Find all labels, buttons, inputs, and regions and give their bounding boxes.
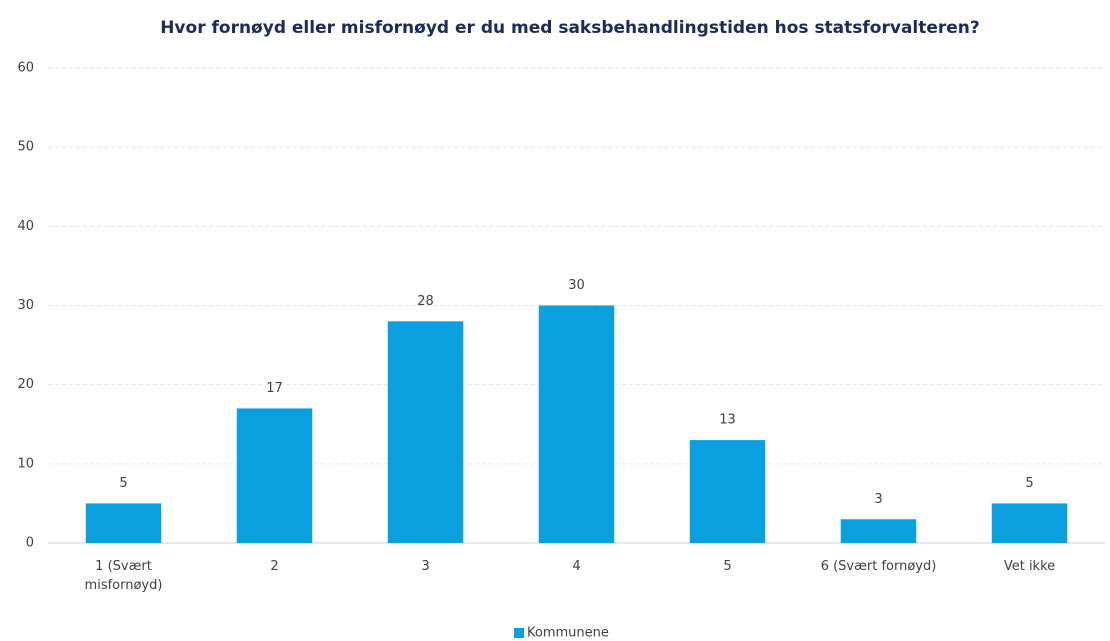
y-tick-label: 20 [17, 377, 34, 392]
bar [236, 408, 313, 543]
data-label: 5 [119, 476, 127, 491]
data-label: 28 [417, 294, 434, 309]
data-label: 5 [1025, 476, 1033, 491]
data-label: 3 [874, 492, 882, 507]
bar [85, 503, 162, 543]
y-tick-label: 10 [17, 456, 34, 471]
bar [991, 503, 1068, 543]
x-tick-label: 1 (Svært misfornøyd) [84, 559, 163, 593]
x-tick-label: 3 [421, 559, 430, 574]
legend-label: Kommunene [527, 626, 609, 641]
bar [538, 305, 615, 543]
x-tick-label: 4 [572, 559, 581, 574]
x-tick-label: 5 [723, 559, 732, 574]
y-tick-label: 0 [26, 536, 34, 551]
data-label: 30 [568, 278, 585, 293]
bar [387, 321, 464, 543]
bar [840, 519, 917, 543]
chart-title: Hvor fornøyd eller misfornøyd er du med … [160, 18, 980, 38]
data-label: 17 [266, 381, 283, 396]
y-tick-label: 30 [17, 298, 34, 313]
y-tick-label: 50 [17, 140, 34, 155]
x-tick-label: Vet ikke [1003, 559, 1056, 574]
data-label: 13 [719, 413, 736, 428]
x-tick-label: 2 [270, 559, 279, 574]
y-tick-label: 60 [17, 61, 34, 76]
legend-swatch [514, 628, 524, 638]
bar [689, 440, 766, 543]
x-tick-label: 6 (Svært fornøyd) [820, 559, 937, 574]
y-tick-label: 40 [17, 219, 34, 234]
